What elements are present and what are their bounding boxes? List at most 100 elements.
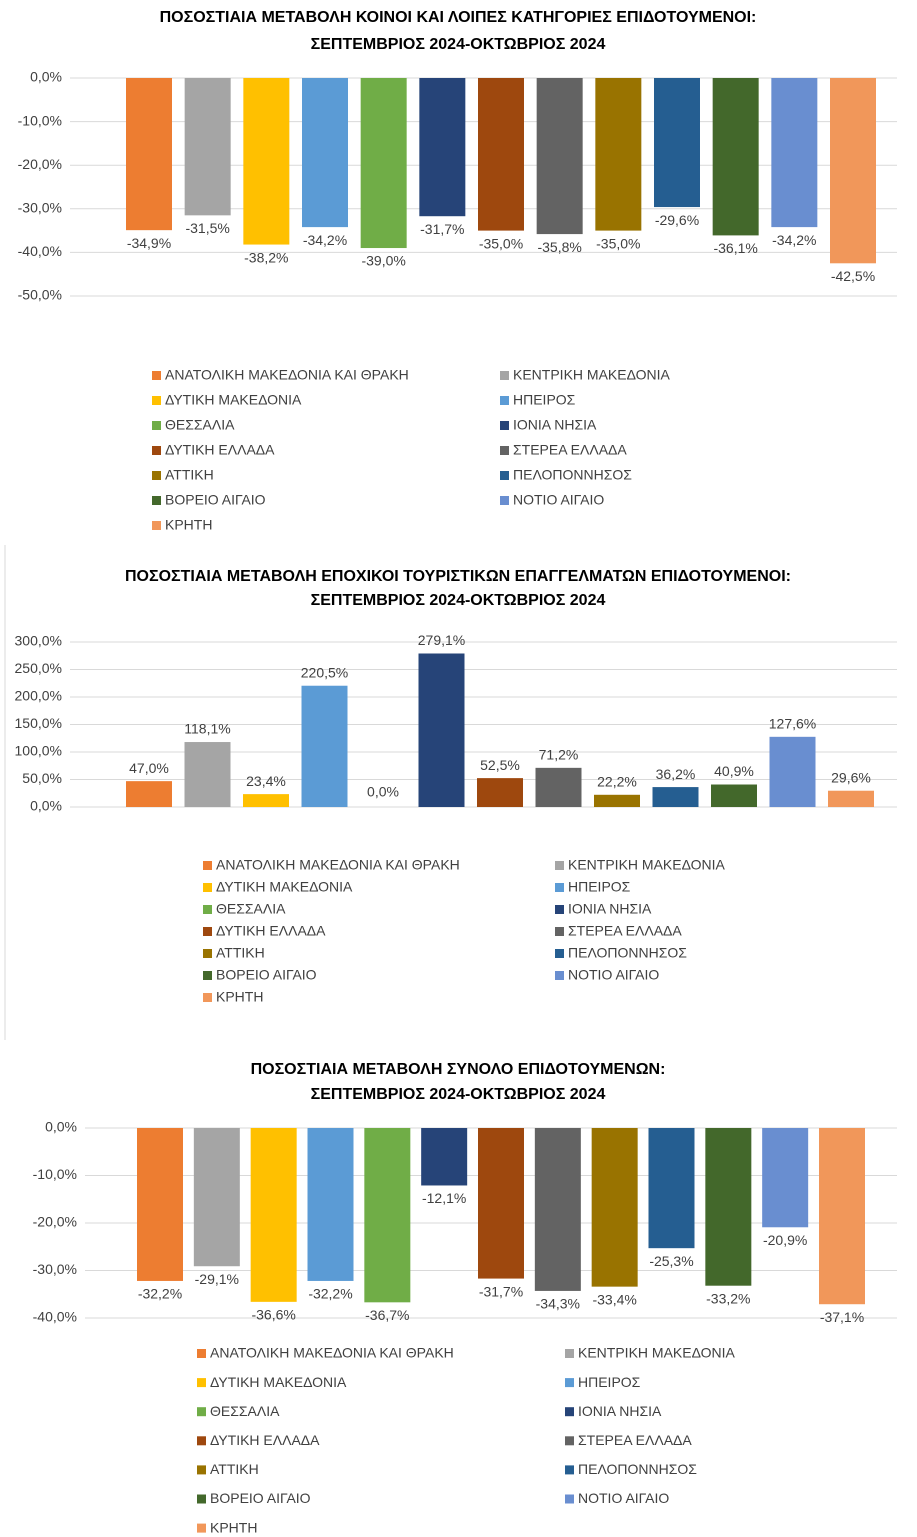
legend-swatch <box>500 446 509 455</box>
bar <box>307 1128 354 1281</box>
bar <box>421 1128 468 1186</box>
data-label: 36,2% <box>656 766 696 782</box>
bar <box>137 1128 183 1281</box>
legend-label: ΔΥΤΙΚΗ ΕΛΛΑΔΑ <box>165 442 275 458</box>
legend-label: ΚΡΗΤΗ <box>210 1519 257 1535</box>
data-label: -34,3% <box>536 1296 580 1312</box>
bar <box>535 767 582 807</box>
legend-label: ΘΕΣΣΑΛΙΑ <box>216 901 286 917</box>
data-label: -32,2% <box>308 1286 352 1302</box>
data-label: -32,2% <box>138 1286 182 1302</box>
bar <box>654 78 700 208</box>
bar <box>126 78 172 231</box>
bar <box>828 790 874 807</box>
data-label: 279,1% <box>418 632 465 648</box>
legend-label: ΝΟΤΙΟ ΑΙΓΑΙΟ <box>568 967 659 983</box>
bar <box>594 794 640 807</box>
bar <box>243 794 289 807</box>
data-label: -35,8% <box>537 239 581 255</box>
bar <box>771 78 818 228</box>
bar <box>418 653 465 807</box>
legend-swatch <box>197 1407 206 1417</box>
bar <box>126 781 172 807</box>
data-label: -34,9% <box>127 235 171 251</box>
bar <box>250 1128 297 1302</box>
legend-label: ΘΕΣΣΑΛΙΑ <box>210 1403 280 1419</box>
legend-swatch <box>555 861 564 870</box>
legend-swatch <box>565 1436 574 1446</box>
legend-label: ΑΝΑΤΟΛΙΚΗ ΜΑΚΕΔΟΝΙΑ ΚΑΙ ΘΡΑΚΗ <box>165 367 409 383</box>
bar <box>243 78 290 245</box>
legend-swatch <box>152 396 161 405</box>
legend-label: ΒΟΡΕΙΟ ΑΙΓΑΙΟ <box>216 967 317 983</box>
legend-swatch <box>152 521 161 530</box>
legend-swatch <box>197 1378 206 1388</box>
legend-swatch <box>152 471 161 480</box>
legend-label: ΑΤΤΙΚΗ <box>216 945 265 961</box>
bar <box>301 685 348 807</box>
y-tick-label: 200,0% <box>15 688 62 704</box>
legend-label: ΔΥΤΙΚΗ ΜΑΚΕΔΟΝΙΑ <box>165 392 302 408</box>
legend-label: ΔΥΤΙΚΗ ΕΛΛΑΔΑ <box>210 1432 320 1448</box>
data-label: -34,2% <box>772 232 816 248</box>
legend-swatch <box>203 927 212 936</box>
legend-label: ΔΥΤΙΚΗ ΜΑΚΕΔΟΝΙΑ <box>216 879 353 895</box>
legend-label: ΑΝΑΤΟΛΙΚΗ ΜΑΚΕΔΟΝΙΑ ΚΑΙ ΘΡΑΚΗ <box>216 857 460 873</box>
legend-label: ΑΤΤΙΚΗ <box>165 467 214 483</box>
legend-label: ΙΟΝΙΑ ΝΗΣΙΑ <box>568 901 652 917</box>
legend-swatch <box>565 1465 574 1475</box>
legend-label: ΒΟΡΕΙΟ ΑΙΓΑΙΟ <box>210 1490 311 1506</box>
bar <box>705 1128 752 1286</box>
legend-swatch <box>197 1349 206 1358</box>
bar <box>819 1128 865 1305</box>
legend-swatch <box>555 927 564 936</box>
legend-swatch <box>203 993 212 1002</box>
data-label: 52,5% <box>480 757 520 773</box>
bar <box>652 787 699 807</box>
legend-swatch <box>152 371 161 380</box>
data-label: -34,2% <box>303 232 347 248</box>
legend-swatch <box>203 861 212 870</box>
legend-swatch <box>555 971 564 980</box>
bar <box>184 742 231 807</box>
bar <box>364 1128 411 1303</box>
legend-label: ΝΟΤΙΟ ΑΙΓΑΙΟ <box>513 492 604 508</box>
legend-swatch <box>555 905 564 914</box>
legend-label: ΒΟΡΕΙΟ ΑΙΓΑΙΟ <box>165 492 266 508</box>
y-tick-label: 150,0% <box>15 715 62 731</box>
legend-label: ΘΕΣΣΑΛΙΑ <box>165 417 235 433</box>
chart-title: ΣΕΠΤΕΜΒΡΙΟΣ 2024-ΟΚΤΩΒΡΙΟΣ 2024 <box>311 1086 606 1103</box>
legend-label: ΣΤΕΡΕΑ ΕΛΛΑΔΑ <box>578 1432 692 1448</box>
legend-label: ΙΟΝΙΑ ΝΗΣΙΑ <box>513 417 597 433</box>
data-label: 47,0% <box>129 760 169 776</box>
bar <box>478 78 524 231</box>
y-tick-label: 300,0% <box>15 633 62 649</box>
chart-title: ΠΟΣΟΣΤΙΑΙΑ ΜΕΤΑΒΟΛΗ ΣΥΝΟΛΟ ΕΠΙΔΟΤΟΥΜΕΝΩΝ… <box>251 1061 666 1078</box>
legend-label: ΗΠΕΙΡΟΣ <box>568 879 631 895</box>
data-label: -31,5% <box>185 220 229 236</box>
bar <box>477 778 523 807</box>
legend-swatch <box>500 371 509 380</box>
legend-label: ΑΤΤΙΚΗ <box>210 1461 259 1477</box>
data-label: -20,9% <box>763 1232 807 1248</box>
legend-swatch <box>197 1523 206 1533</box>
legend-label: ΣΤΕΡΕΑ ΕΛΛΑΔΑ <box>513 442 627 458</box>
y-tick-label: 50,0% <box>22 770 62 786</box>
data-label: 22,2% <box>597 773 637 789</box>
bar <box>193 1128 240 1267</box>
data-label: -31,7% <box>420 221 464 237</box>
data-label: 23,4% <box>246 773 286 789</box>
data-label: -37,1% <box>820 1309 864 1325</box>
data-label: -31,7% <box>479 1283 523 1299</box>
data-label: -35,0% <box>596 235 640 251</box>
y-tick-label: 100,0% <box>15 743 62 759</box>
legend-swatch <box>152 421 161 430</box>
data-label: 0,0% <box>367 784 399 800</box>
legend-swatch <box>500 471 509 480</box>
legend-swatch <box>203 949 212 958</box>
y-tick-label: -40,0% <box>33 1309 77 1325</box>
legend-label: ΙΟΝΙΑ ΝΗΣΙΑ <box>578 1403 662 1419</box>
bar <box>360 78 407 249</box>
legend-swatch <box>555 883 564 892</box>
legend-swatch <box>500 496 509 505</box>
